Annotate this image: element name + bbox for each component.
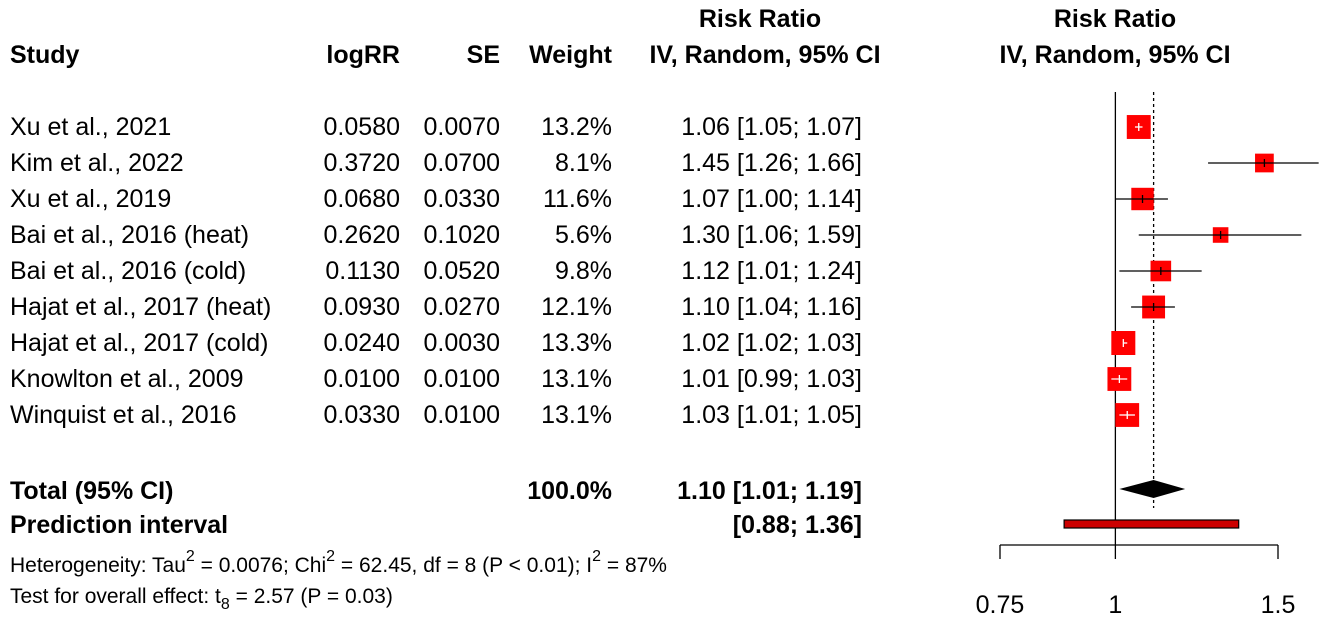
study-ci-text-6: 1.10 [1.04; 1.16] — [681, 293, 862, 321]
study-logrr-6: 0.0930 — [323, 293, 400, 321]
study-se-7: 0.0030 — [423, 329, 500, 357]
study-ci-text-8: 1.01 [0.99; 1.03] — [681, 365, 862, 393]
header-se: SE — [466, 41, 500, 69]
x-axis-tick-label-3: 1.5 — [1261, 591, 1296, 618]
study-logrr-8: 0.0100 — [323, 365, 400, 393]
header-rr-top: Risk Ratio — [698, 5, 822, 33]
study-logrr-9: 0.0330 — [323, 401, 400, 429]
header-logrr: logRR — [326, 41, 400, 69]
study-weight-1: 13.2% — [541, 113, 612, 141]
study-se-5: 0.0520 — [423, 257, 500, 285]
prediction-ci: [0.88; 1.36] — [732, 511, 862, 539]
x-axis-tick-label-1: 0.75 — [976, 591, 1025, 618]
prediction-interval-bar — [1063, 519, 1240, 529]
study-weight-6: 12.1% — [541, 293, 612, 321]
study-name-1: Xu et al., 2021 — [10, 113, 172, 141]
study-logrr-7: 0.0240 — [323, 329, 400, 357]
study-se-8: 0.0100 — [423, 365, 500, 393]
study-se-9: 0.0100 — [423, 401, 500, 429]
total-ci: 1.10 [1.01; 1.19] — [677, 477, 862, 505]
study-logrr-5: 0.1130 — [325, 257, 400, 285]
overall-effect-test: Test for overall effect: t8 = 2.57 (P = … — [10, 585, 393, 613]
study-name-7: Hajat et al., 2017 (cold) — [10, 329, 269, 357]
study-weight-7: 13.3% — [541, 329, 612, 357]
total-label: Total (95% CI) — [10, 477, 174, 505]
study-ci-text-9: 1.03 [1.01; 1.05] — [681, 401, 862, 429]
study-logrr-4: 0.2620 — [323, 221, 400, 249]
header-study: Study — [10, 41, 80, 69]
study-weight-4: 5.6% — [555, 221, 612, 249]
study-ci-text-4: 1.30 [1.06; 1.59] — [681, 221, 862, 249]
header-plot-top: Risk Ratio — [1053, 5, 1177, 33]
study-weight-5: 9.8% — [555, 257, 612, 285]
pooled-diamond — [1119, 480, 1186, 498]
study-name-6: Hajat et al., 2017 (heat) — [10, 293, 272, 321]
study-ci-text-2: 1.45 [1.26; 1.66] — [681, 149, 862, 177]
study-se-1: 0.0070 — [423, 113, 500, 141]
header-plot-bottom: IV, Random, 95% CI — [999, 41, 1231, 69]
study-logrr-1: 0.0580 — [323, 113, 400, 141]
study-name-4: Bai et al., 2016 (heat) — [10, 221, 250, 249]
study-weight-9: 13.1% — [541, 401, 612, 429]
study-ci-text-5: 1.12 [1.01; 1.24] — [681, 257, 862, 285]
study-ci-text-1: 1.06 [1.05; 1.07] — [681, 113, 862, 141]
study-se-6: 0.0270 — [423, 293, 500, 321]
total-weight: 100.0% — [527, 477, 612, 505]
prediction-label: Prediction interval — [10, 511, 229, 539]
study-name-9: Winquist et al., 2016 — [10, 401, 237, 429]
header-weight: Weight — [529, 41, 612, 69]
study-ci-text-7: 1.02 [1.02; 1.03] — [681, 329, 862, 357]
study-weight-3: 11.6% — [542, 185, 612, 213]
study-se-3: 0.0330 — [423, 185, 500, 213]
study-weight-2: 8.1% — [555, 149, 612, 177]
heterogeneity-text: Heterogeneity: Tau2 = 0.0076; Chi2 = 62.… — [10, 548, 667, 577]
x-axis-tick-label-2: 1 — [1108, 591, 1122, 618]
study-name-3: Xu et al., 2019 — [10, 185, 172, 213]
study-se-4: 0.1020 — [423, 221, 500, 249]
study-se-2: 0.0700 — [423, 149, 500, 177]
study-ci-text-3: 1.07 [1.00; 1.14] — [681, 185, 862, 213]
header-rr-bottom: IV, Random, 95% CI — [649, 41, 881, 69]
study-logrr-2: 0.3720 — [323, 149, 400, 177]
study-name-2: Kim et al., 2022 — [10, 149, 184, 177]
study-name-8: Knowlton et al., 2009 — [10, 365, 244, 393]
study-logrr-3: 0.0680 — [323, 185, 400, 213]
study-weight-8: 13.1% — [541, 365, 612, 393]
study-name-5: Bai et al., 2016 (cold) — [10, 257, 247, 285]
